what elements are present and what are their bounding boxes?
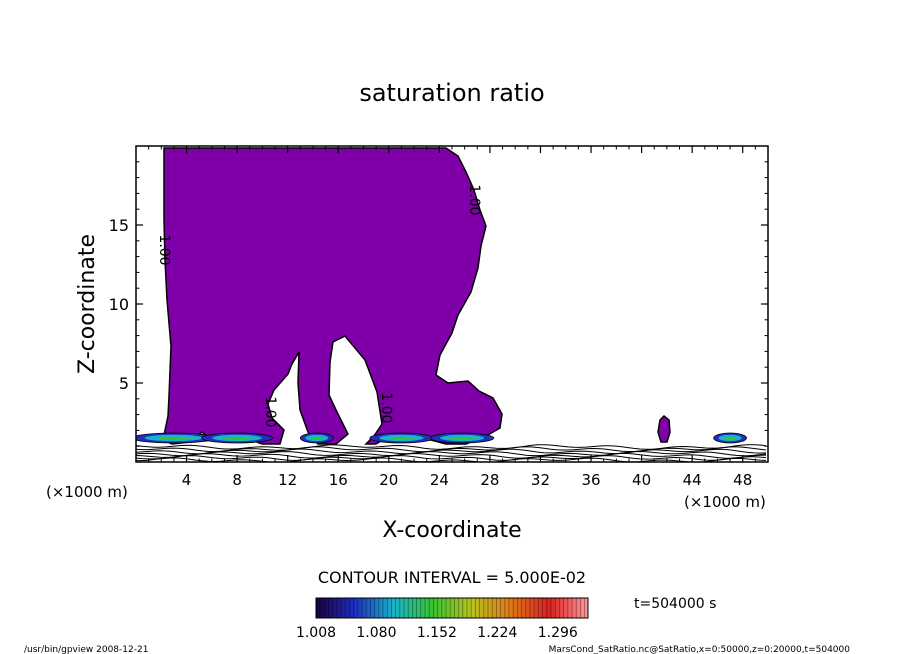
y-tick-label: 10 — [109, 295, 129, 314]
y-axis: 5 10 15 — [109, 161, 768, 447]
x-tick-label: 8 — [232, 471, 242, 489]
surface-contour-line — [136, 450, 767, 457]
colorbar-label: 1.296 — [538, 625, 578, 641]
y-axis-label: Z-coordinate — [75, 234, 100, 374]
blob-core — [390, 436, 413, 441]
x-tick-label: 28 — [480, 471, 499, 489]
colorbar-labels: 1.008 1.080 1.152 1.224 1.296 — [296, 625, 578, 641]
high-ratio-cells — [136, 432, 747, 444]
x-tick-label: 24 — [430, 471, 449, 489]
contour-interval-label: CONTOUR INTERVAL = 5.000E-02 — [318, 568, 586, 587]
x-tick-label: 16 — [329, 471, 348, 489]
x-tick-label: 44 — [683, 471, 702, 489]
contour-label: 1.00 — [262, 396, 278, 427]
surface-contour-line — [136, 446, 767, 453]
x-tick-label: 40 — [632, 471, 651, 489]
surface-contour-line — [136, 452, 767, 459]
colorbar-label: 1.224 — [477, 625, 517, 641]
blob-core — [311, 436, 323, 441]
surface-contour-line — [136, 457, 767, 462]
surface-contour-line — [136, 455, 767, 461]
x-axis: 4 8 12 16 20 24 28 32 36 40 44 48 — [148, 146, 756, 489]
footer-left: /usr/bin/gpview 2008-12-21 — [24, 645, 148, 654]
contour-label: 1.00 — [156, 234, 172, 265]
blob-core — [451, 436, 474, 441]
saturation-region — [162, 147, 503, 445]
x-tick-label: 36 — [581, 471, 600, 489]
x-axis-unit: (×1000 m) — [684, 493, 766, 511]
footer-right: MarsCond_SatRatio.nc@SatRatio,x=0:50000,… — [549, 645, 851, 654]
contour-label: 1.00 — [378, 392, 394, 423]
contour-label: 1.00 — [466, 184, 482, 215]
surface-contour-lines — [136, 444, 767, 462]
colorbar-label: 1.152 — [417, 625, 457, 641]
y-tick-label: 15 — [109, 216, 129, 235]
colorbar: 1.008 1.080 1.152 1.224 1.296 — [296, 597, 589, 641]
y-tick-label: 5 — [119, 374, 129, 393]
chart-title: saturation ratio — [359, 79, 544, 107]
x-axis-label: X-coordinate — [382, 518, 521, 543]
colorbar-label: 1.008 — [296, 625, 336, 641]
colorbar-swatch — [315, 597, 589, 619]
blob-core — [159, 436, 189, 441]
blob-core — [724, 436, 736, 441]
time-label: t=504000 s — [634, 596, 716, 612]
colorbar-label: 1.080 — [356, 625, 396, 641]
x-tick-label: 4 — [182, 471, 192, 489]
y-axis-unit: (×1000 m) — [46, 483, 128, 501]
x-tick-label: 48 — [733, 471, 752, 489]
blob-core — [224, 436, 250, 441]
x-tick-label: 12 — [278, 471, 297, 489]
plot-area — [136, 147, 767, 462]
x-tick-label: 32 — [531, 471, 550, 489]
x-tick-label: 20 — [379, 471, 398, 489]
colorbar-hatching — [319, 598, 585, 618]
surface-contour-line — [136, 448, 767, 455]
saturation-region-small — [657, 414, 671, 443]
